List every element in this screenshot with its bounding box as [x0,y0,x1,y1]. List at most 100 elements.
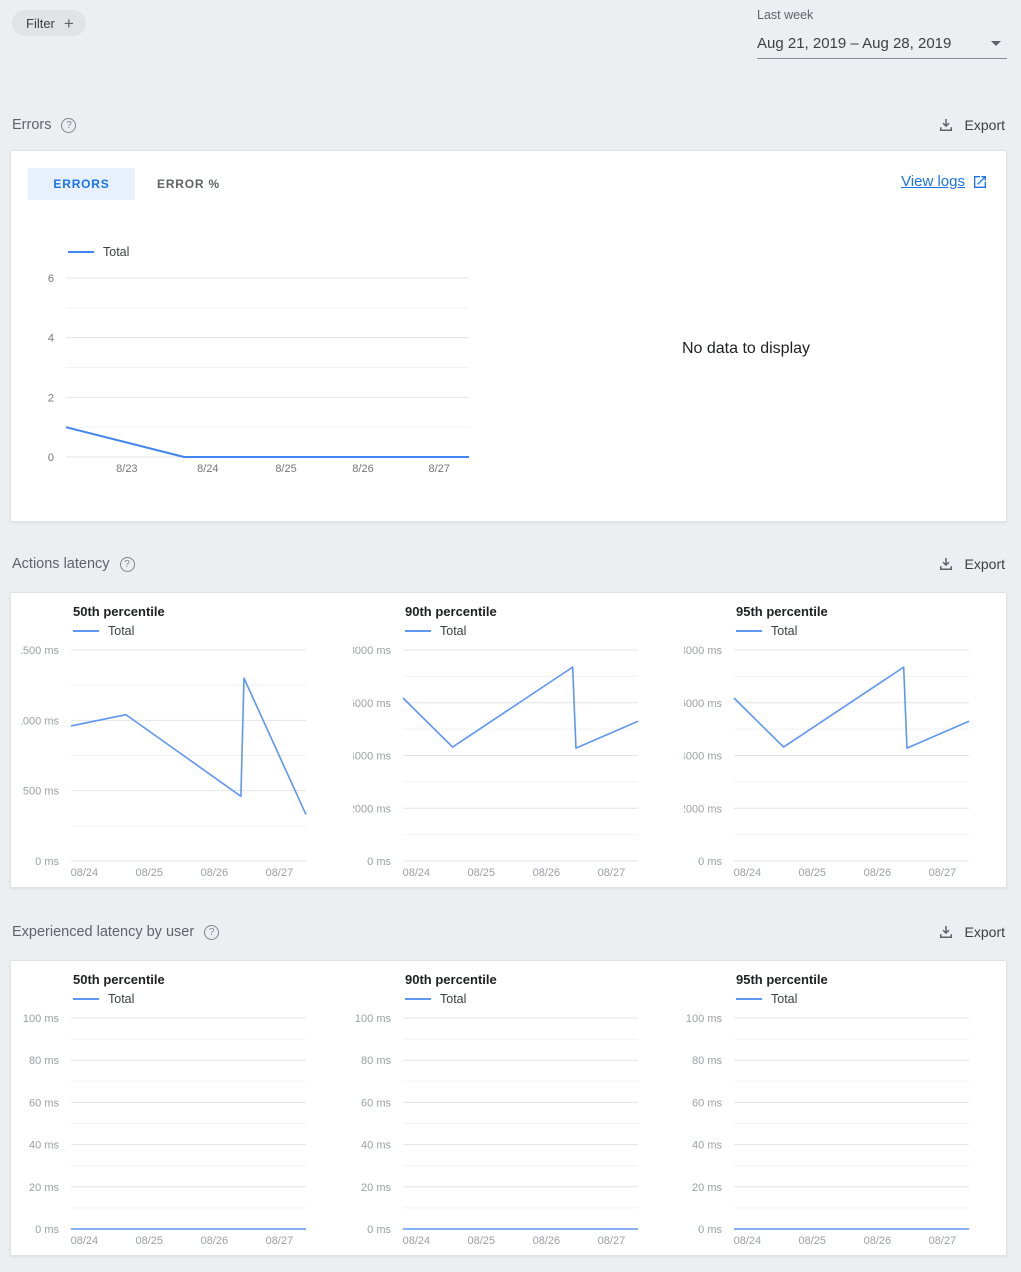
axis-tick-label: 0 ms [35,856,59,868]
legend-line-swatch [73,629,99,632]
axis-tick-label: 40 ms [29,1140,59,1152]
axis-tick-label: 6 [48,273,54,285]
axis-tick-label: 08/24 [734,1235,762,1247]
tab-errors[interactable]: ERRORS [28,168,135,200]
no-data-message: No data to display [681,340,811,357]
axis-tick-label: 08/24 [71,1235,99,1247]
errors-card: ERRORS ERROR % View logs Total 0 2 4 6 8/23 8/… [10,150,1007,522]
data-line-total [65,426,469,458]
chart-legend: Total [736,990,989,1007]
axis-tick-label: 1500 ms [21,645,59,657]
axis-tick-label: 8000 ms [684,645,722,657]
export-label: Export [964,924,1005,940]
legend-label: Total [440,991,467,1006]
legend-label: Total [108,991,135,1006]
axis-tick-label: 80 ms [29,1055,59,1067]
axis-tick-label: 08/26 [864,867,892,879]
actions-50th-chart: 50th percentile Total 0 ms 500 ms 1000 ms 150… [21,601,326,883]
help-icon[interactable]: ? [119,556,135,572]
actions-95th-chart: 95th percentile Total 0 ms 2000 ms 4000 ms 60… [684,601,989,883]
chart-title: 90th percentile [405,604,497,619]
chart-canvas: 0 2 4 6 8/23 8/24 8/25 8/26 8/27 [48,273,469,475]
chart-title: 95th percentile [736,604,828,619]
axis-tick-label: 20 ms [692,1182,722,1194]
axis-tick-label: 4000 ms [684,751,722,763]
axis-tick-label: 4000 ms [353,751,391,763]
axis-tick-label: 08/27 [929,867,957,879]
axis-tick-label: 08/24 [403,867,431,879]
view-logs-link[interactable]: View logs [901,173,988,190]
download-icon [939,558,952,570]
axis-tick-label: 08/27 [266,867,294,879]
axis-tick-label: 60 ms [692,1097,722,1109]
axis-tick-label: 20 ms [361,1182,391,1194]
download-icon [939,926,952,938]
actions-latency-title: Actions latency [12,556,110,572]
user-latency-export-button[interactable]: Export [935,919,1007,945]
axis-tick-label: 60 ms [29,1097,59,1109]
axis-tick-label: 100 ms [355,1013,392,1025]
data-line-total [733,666,970,749]
actions-latency-section-header: Actions latency ? Export [12,551,1007,577]
help-icon[interactable]: ? [204,924,220,940]
user-latency-section-header: Experienced latency by user ? Export [12,919,1007,945]
axis-tick-label: 08/24 [734,867,762,879]
errors-section-title: Errors [12,117,52,133]
axis-tick-label: 0 [48,452,54,464]
axis-tick-label: 08/24 [403,1235,431,1247]
axis-tick-label: 08/27 [929,1235,957,1247]
chart-legend: Total [405,622,658,639]
help-icon[interactable]: ? [61,117,77,133]
axis-tick-label: 40 ms [361,1140,391,1152]
user-90th-chart: 90th percentile Total 0 ms 20 ms 40 ms 60 ms 8… [353,969,658,1251]
axis-tick-label: 40 ms [692,1140,722,1152]
axis-tick-label: 8/25 [275,463,296,475]
chart-title: 50th percentile [73,604,165,619]
axis-tick-label: 100 ms [686,1013,723,1025]
axis-tick-label: 0 ms [698,1224,722,1236]
filter-label: Filter [26,15,55,31]
axis-tick-label: 100 ms [23,1013,60,1025]
axis-tick-label: 08/26 [533,1235,561,1247]
filter-chip[interactable]: Filter + [12,10,86,36]
axis-tick-label: 80 ms [361,1055,391,1067]
axis-tick-label: 08/25 [135,1235,163,1247]
axis-tick-label: 0 ms [35,1224,59,1236]
download-icon [939,119,952,131]
chart-title: 95th percentile [736,972,828,987]
axis-tick-label: 8000 ms [353,645,391,657]
errors-export-button[interactable]: Export [935,112,1007,138]
axis-tick-label: 08/24 [71,867,99,879]
legend-label: Total [771,991,798,1006]
axis-tick-label: 2000 ms [684,803,722,815]
axis-tick-label: 08/26 [201,867,229,879]
actions-latency-export-button[interactable]: Export [935,551,1007,577]
axis-tick-label: 08/25 [467,867,495,879]
data-line-total [402,666,639,749]
actions-90th-chart: 90th percentile Total 0 ms 2000 ms 4000 ms 60… [353,601,658,883]
legend-line-swatch [736,629,762,632]
axis-tick-label: 500 ms [23,786,60,798]
chart-canvas: 0 ms 20 ms 40 ms 60 ms 80 ms 100 ms 08/24 08/25… [355,1013,638,1247]
date-range-value: Aug 21, 2019 – Aug 28, 2019 [757,35,952,52]
user-latency-title: Experienced latency by user [12,924,195,940]
axis-tick-label: 8/24 [197,463,218,475]
plus-icon: + [63,13,74,33]
legend-line-swatch [736,997,762,1000]
axis-tick-label: 6000 ms [353,698,391,710]
axis-tick-label: 08/25 [798,867,826,879]
actions-latency-card: 50th percentile Total 0 ms 500 ms 1000 ms 150… [10,592,1007,888]
errors-section-header: Errors ? Export [12,112,1007,138]
view-logs-label: View logs [901,173,965,190]
tab-error-percent[interactable]: ERROR % [157,177,220,191]
chevron-down-icon [991,41,1001,46]
axis-tick-label: 4 [48,333,54,345]
axis-tick-label: 08/26 [201,1235,229,1247]
external-link-icon [974,175,986,188]
user-95th-chart: 95th percentile Total 0 ms 20 ms 40 ms 60 ms 8… [684,969,989,1251]
date-range-select[interactable]: Aug 21, 2019 – Aug 28, 2019 [757,29,1007,59]
chart-canvas: 0 ms 500 ms 1000 ms 1500 ms 08/24 08/25 08/26 0… [21,645,307,879]
axis-tick-label: 08/26 [864,1235,892,1247]
errors-tabs: ERRORS ERROR % [28,168,242,200]
